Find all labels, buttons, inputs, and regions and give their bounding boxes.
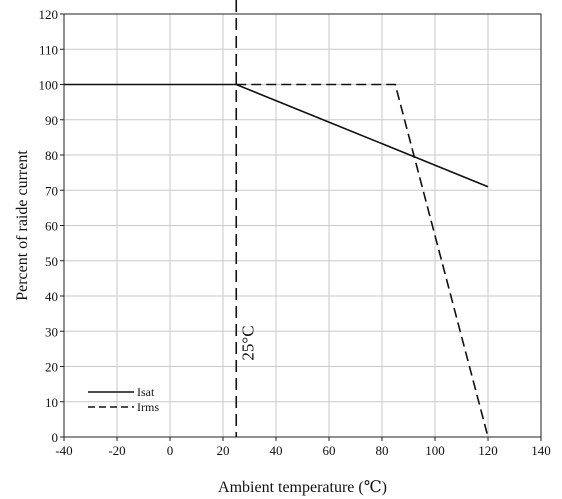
x-tick-label: -20: [108, 443, 125, 458]
y-tick-label: 90: [45, 113, 58, 128]
y-tick-label: 110: [39, 42, 58, 57]
y-tick-label: 120: [39, 7, 59, 22]
y-tick-label: 40: [45, 289, 58, 304]
x-tick-label: 140: [531, 443, 551, 458]
x-tick-label: 60: [323, 443, 336, 458]
reference-lines: 25°C: [235, 0, 257, 437]
grid: [63, 13, 542, 438]
y-tick-label: 50: [45, 254, 58, 269]
legend-label-isat: Isat: [137, 385, 155, 399]
x-tick-label: 80: [376, 443, 389, 458]
y-tick-label: 60: [45, 219, 58, 234]
x-tick-label: 0: [167, 443, 174, 458]
x-tick-label: -40: [55, 443, 72, 458]
y-tick-label: 100: [39, 78, 59, 93]
x-tick-label: 100: [425, 443, 445, 458]
axes: -40 -20 0 20 40 60 80 100 120 140 0 10 20 30 40 50 60 70 8…: [39, 7, 551, 458]
x-axis-title: Ambient temperature (℃): [218, 479, 387, 496]
series-line-irms: [236, 83, 489, 438]
series-lines: [64, 83, 489, 438]
y-tick-label: 20: [45, 360, 58, 375]
legend-label-irms: Irms: [137, 400, 159, 414]
reference-line-label: 25°C: [238, 325, 257, 360]
y-tick-label: 80: [45, 148, 58, 163]
y-tick-label: 10: [45, 395, 58, 410]
y-axis-title: Percent of raide current: [14, 150, 31, 301]
x-tick-label: 20: [217, 443, 230, 458]
y-tick-label: 0: [52, 430, 59, 445]
y-tick-label: 70: [45, 183, 58, 198]
x-tick-label: 120: [478, 443, 498, 458]
y-tick-label: 30: [45, 324, 58, 339]
x-tick-label: 40: [270, 443, 283, 458]
